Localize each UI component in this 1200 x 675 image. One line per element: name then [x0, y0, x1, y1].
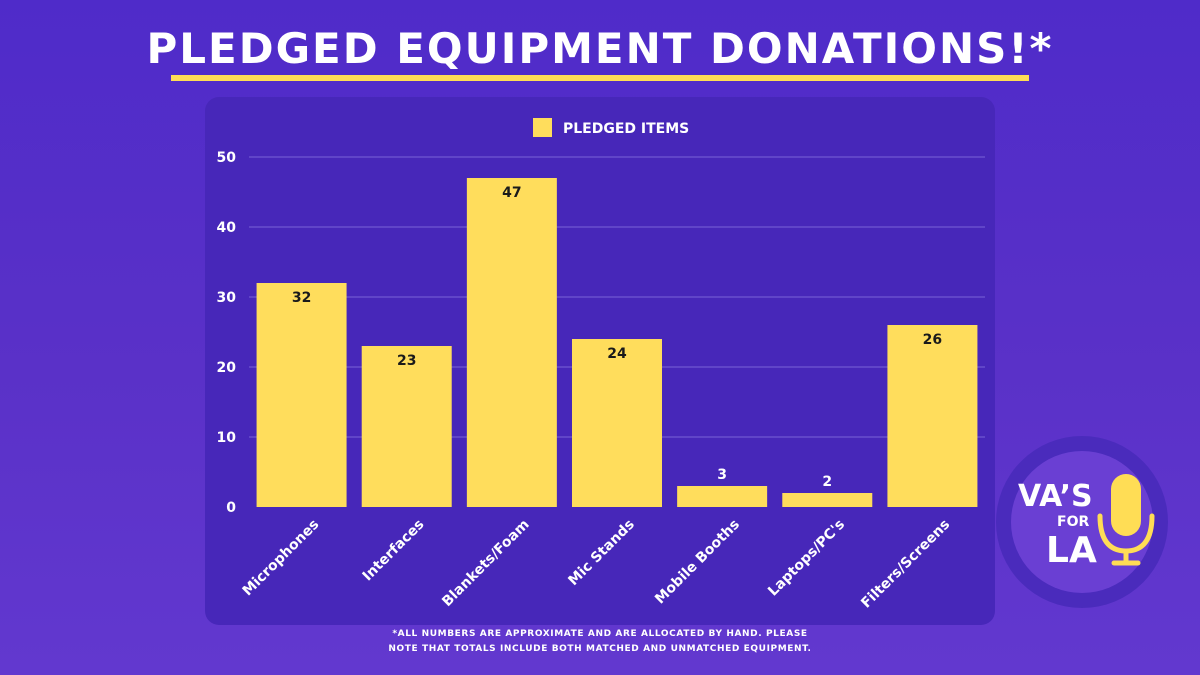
x-tick-label: Microphones [240, 517, 323, 600]
logo-text-vas: VA’S [1018, 479, 1093, 514]
data-label: 26 [923, 332, 942, 348]
bar [572, 339, 662, 507]
x-tick-label: Filters/Screens [858, 517, 953, 612]
data-label: 32 [292, 290, 311, 306]
data-label: 2 [822, 474, 832, 490]
footnote-line-2: NOTE THAT TOTALS INCLUDE BOTH MATCHED AN… [388, 644, 812, 654]
bar [887, 325, 978, 507]
x-tick-label: Mic Stands [565, 517, 637, 589]
bar [361, 346, 452, 507]
x-tick-label: Blankets/Foam [439, 517, 532, 610]
data-label: 23 [397, 353, 416, 369]
data-label: 3 [717, 467, 727, 483]
data-label: 47 [502, 185, 521, 201]
y-tick-label: 0 [226, 500, 236, 516]
bars [256, 178, 978, 507]
title-underline [171, 75, 1029, 81]
y-tick-label: 40 [217, 220, 237, 236]
bar [466, 178, 557, 507]
legend-swatch [533, 118, 552, 137]
footnote-line-1: *ALL NUMBERS ARE APPROXIMATE AND ARE ALL… [392, 629, 808, 639]
vas-for-la-logo: VA’S FOR LA [996, 436, 1168, 608]
legend-label: PLEDGED ITEMS [563, 121, 689, 137]
bar [677, 486, 768, 507]
x-tick-label: Laptops/PC's [765, 517, 848, 600]
x-tick-label: Mobile Booths [652, 517, 743, 608]
x-tick-label: Interfaces [360, 517, 428, 585]
logo-text-for: FOR [1057, 514, 1089, 530]
y-tick-label: 20 [217, 360, 237, 376]
footnote: *ALL NUMBERS ARE APPROXIMATE AND ARE ALL… [0, 627, 1200, 657]
microphone-icon [1097, 474, 1155, 566]
chart-title: PLEDGED EQUIPMENT DONATIONS!* [146, 24, 1054, 73]
y-tick-label: 30 [217, 290, 237, 306]
logo-text-la: LA [1046, 530, 1097, 571]
y-tick-label: 10 [217, 430, 237, 446]
bar [256, 283, 347, 507]
bar [782, 493, 873, 507]
x-axis-labels: Microphones Interfaces Blankets/Foam Mic St… [240, 517, 954, 612]
data-label: 24 [607, 346, 627, 362]
y-axis-ticks: 0 10 20 30 40 50 [217, 150, 237, 516]
y-tick-label: 50 [217, 150, 237, 166]
chart-legend: PLEDGED ITEMS [533, 118, 689, 137]
